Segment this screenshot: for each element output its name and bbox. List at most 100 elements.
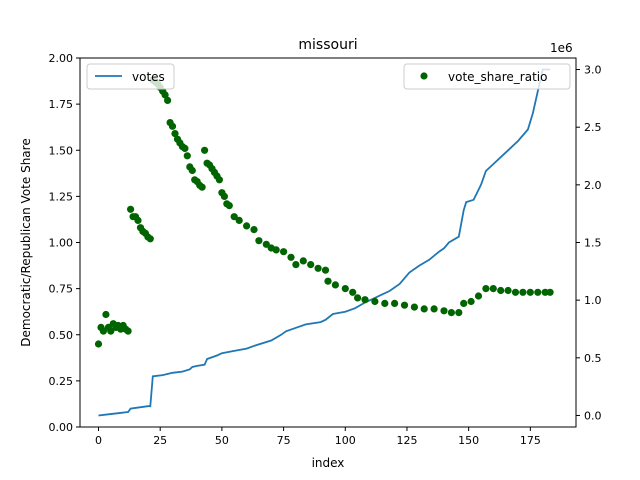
left-y-tick-label: 1.25 <box>49 190 74 203</box>
x-tick-label: 150 <box>458 434 479 447</box>
vote-share-ratio-point <box>519 288 527 296</box>
vote-share-ratio-point <box>467 297 475 306</box>
right-y-tick-label: 2.5 <box>584 121 602 134</box>
vote-share-ratio-point <box>168 122 177 130</box>
vote-share-ratio-point <box>161 91 169 99</box>
x-tick-label: 125 <box>396 434 417 447</box>
vote-share-ratio-point <box>455 309 463 317</box>
legend-vote-share-ratio-box <box>403 63 571 90</box>
legend-vote-share-ratio-swatch <box>420 72 428 80</box>
vote-share-ratio-point <box>371 297 379 306</box>
vote-share-ratio-point <box>354 294 362 302</box>
right-y-axis: 0.0 0.5 1.0 1.5 2.0 2.5 3.0 <box>576 64 602 422</box>
x-tick-label: 50 <box>215 434 229 447</box>
left-y-axis: 0.00 0.25 0.50 0.75 1.00 1.25 1.50 1.75 2.00 <box>49 52 80 434</box>
right-y-tick-label: 1.5 <box>584 237 602 250</box>
vote-share-ratio-point <box>292 261 300 269</box>
vote-share-ratio-point <box>420 305 428 313</box>
vote-share-ratio-point <box>410 303 418 311</box>
vote-share-ratio-point <box>134 216 142 224</box>
x-axis-label: index <box>312 456 345 470</box>
vote-share-ratio-point <box>243 222 251 230</box>
plot-area <box>79 57 577 428</box>
vote-share-ratio-point <box>102 310 110 319</box>
vote-share-ratio-point <box>324 277 332 285</box>
vote-share-ratio-point <box>341 285 349 293</box>
vote-share-ratio-point <box>460 299 468 307</box>
vote-share-ratio-point <box>534 288 542 296</box>
vote-share-ratio-point <box>235 216 243 224</box>
vote-share-ratio-point <box>381 299 389 307</box>
vote-share-ratio-point <box>215 176 223 184</box>
right-y-tick-label: 1.0 <box>584 294 602 307</box>
vote-share-ratio-series <box>94 76 554 348</box>
vote-share-ratio-point <box>546 288 554 296</box>
vote-share-ratio-point <box>164 96 172 104</box>
legend-vote-share-ratio-label: vote_share_ratio <box>448 70 547 84</box>
vote-share-ratio-point <box>391 299 399 307</box>
vote-share-ratio-point <box>171 130 179 138</box>
vote-share-ratio-point <box>430 305 438 313</box>
x-tick-label: 175 <box>520 434 541 447</box>
vote-share-ratio-point <box>526 288 534 296</box>
legend-votes-box <box>86 63 175 90</box>
legend-votes: votes <box>86 63 175 90</box>
vote-share-ratio-point <box>198 183 206 191</box>
chart-title: missouri <box>298 37 357 53</box>
left-y-tick-label: 1.50 <box>49 144 74 157</box>
plot-area-frame <box>79 57 577 428</box>
vote-share-ratio-point <box>497 286 505 295</box>
vote-share-ratio-point <box>220 192 228 200</box>
left-y-tick-label: 0.25 <box>49 375 74 388</box>
right-y-tick-label: 0.0 <box>584 409 602 422</box>
vote-share-ratio-point <box>188 166 196 175</box>
vote-share-ratio-point <box>181 144 189 152</box>
left-y-tick-label: 1.75 <box>49 98 74 111</box>
vote-share-ratio-point <box>262 240 270 248</box>
votes-series <box>98 68 551 417</box>
vote-share-ratio-point <box>331 281 339 289</box>
vote-share-ratio-point <box>307 261 315 269</box>
x-tick-label: 0 <box>95 434 102 447</box>
vote-share-ratio-point <box>321 266 330 274</box>
vote-share-ratio-point <box>230 213 238 221</box>
vote-share-ratio-point <box>272 246 280 254</box>
vote-share-ratio-point <box>280 248 288 256</box>
left-y-tick-label: 1.00 <box>49 237 74 250</box>
legend-vote-share-ratio: vote_share_ratio <box>403 63 571 90</box>
x-tick-label: 25 <box>153 434 167 447</box>
vote-share-ratio-point <box>107 327 115 335</box>
vote-share-ratio-point <box>94 340 103 348</box>
vote-share-ratio-point <box>299 257 307 265</box>
vote-share-ratio-point <box>474 292 483 300</box>
vote-share-ratio-point <box>287 253 295 261</box>
vote-share-ratio-point <box>314 264 322 272</box>
left-y-tick-label: 2.00 <box>49 52 74 65</box>
vote-share-ratio-point <box>255 237 263 245</box>
right-y-tick-label: 0.5 <box>584 352 602 365</box>
vote-share-ratio-point <box>201 146 209 154</box>
vote-share-ratio-point <box>489 285 497 293</box>
legend-votes-label: votes <box>132 70 165 84</box>
x-tick-label: 100 <box>335 434 356 447</box>
left-y-tick-label: 0.75 <box>49 283 74 296</box>
vote-share-ratio-point <box>511 288 520 296</box>
vote-share-ratio-point <box>225 202 233 210</box>
vote-share-ratio-point <box>124 327 132 335</box>
vote-share-ratio-point <box>349 288 357 296</box>
vote-share-ratio-point <box>146 235 154 243</box>
y-axis-label: Democratic/Republican Vote Share <box>19 138 33 346</box>
vote-share-ratio-point <box>183 152 191 160</box>
votes-line <box>98 68 551 417</box>
vote-share-ratio-point <box>99 327 107 335</box>
left-y-tick-label: 0.00 <box>49 421 74 434</box>
x-tick-label: 75 <box>277 434 291 447</box>
vote-share-ratio-point <box>482 285 490 293</box>
right-axis-offset-label: 1e6 <box>550 41 573 55</box>
vote-share-ratio-point <box>250 226 258 234</box>
vote-share-ratio-point <box>447 309 455 317</box>
vote-share-ratio-point <box>400 301 409 309</box>
left-y-tick-label: 0.50 <box>49 329 74 342</box>
vote-share-ratio-point <box>361 296 369 304</box>
